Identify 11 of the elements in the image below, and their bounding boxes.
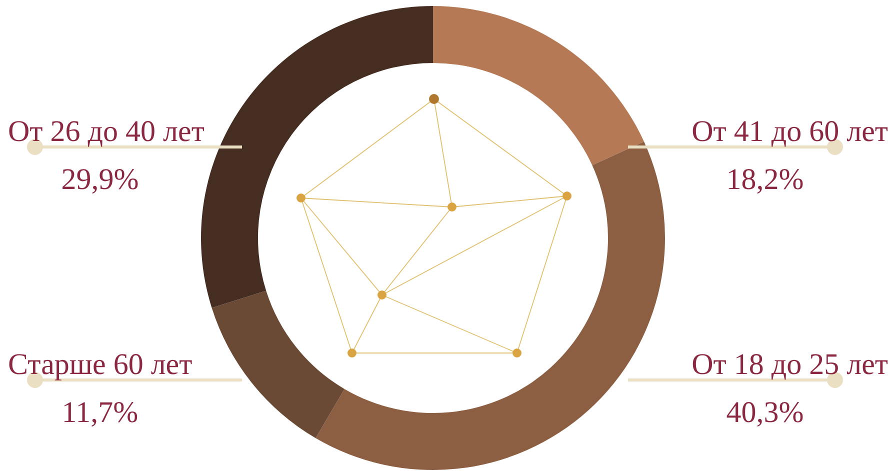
data-label: 18,2%	[726, 163, 804, 196]
slice-label: От 41 до 60 лет	[692, 115, 888, 148]
donut-slice	[316, 142, 665, 470]
data-label: 29,9%	[61, 163, 139, 196]
slice-label: От 26 до 40 лет	[8, 115, 204, 148]
data-label: 40,3%	[726, 396, 804, 429]
slice-label: Старше 60 лет	[8, 348, 192, 381]
donut-slice	[433, 6, 644, 166]
donut-slice	[212, 290, 344, 438]
slice-label: От 18 до 25 лет	[692, 348, 888, 381]
data-label: 11,7%	[62, 396, 138, 429]
